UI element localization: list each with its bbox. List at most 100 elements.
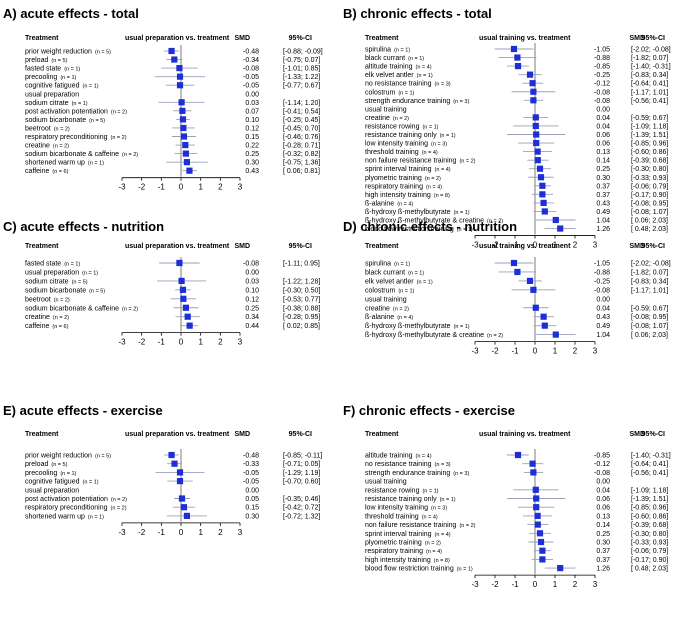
study-count: (n = 2) — [487, 333, 503, 339]
treatment-name: high intensity training — [365, 557, 431, 564]
treatment-name: precooling — [25, 74, 57, 81]
treatment-name: post activation potentiation — [25, 496, 108, 503]
header-treatment: Treatment — [365, 35, 399, 42]
forest-row: respiratory training (n = 4) 0.37 [-0.06; 0… — [365, 547, 668, 555]
smd-value: 0.10 — [245, 117, 259, 124]
smd-value: 0.25 — [596, 531, 610, 538]
study-count: (n = 1) — [82, 480, 98, 486]
treatment-label: creatine (n = 2) — [25, 314, 69, 321]
treatment-label: elk velvet antler (n = 1) — [365, 278, 433, 285]
treatment-name: plyometric training — [365, 175, 422, 182]
study-count: (n = 1) — [408, 270, 424, 276]
ci-value: [-0.75; 0.07] — [283, 57, 320, 64]
header-treatment: Treatment — [365, 431, 399, 438]
forest-row: spirulina (n = 1) -1.05 [-2.02; -0.08] — [365, 259, 671, 268]
ci-value: [-0.56; 0.41] — [631, 98, 668, 105]
treatment-name: sodium bicarbonate — [25, 287, 86, 294]
smd-marker — [182, 141, 189, 149]
treatment-name: spirulina — [365, 261, 391, 268]
treatment-label: no resistance training (n = 3) — [365, 81, 451, 88]
forest-row: strength endurance training (n = 3) -0.08 [… — [365, 97, 668, 105]
forest-row: cognitive fatigued (n = 1) -0.05 [-0.70; 0.… — [25, 478, 320, 486]
treatment-name: sodium citrate — [25, 278, 69, 285]
ci-value: [-0.88; -0.09] — [283, 49, 323, 56]
smd-value: -0.08 — [243, 261, 259, 268]
smd-value: -0.34 — [243, 57, 259, 64]
x-tick-label: -1 — [511, 580, 519, 589]
smd-marker — [176, 65, 183, 72]
x-tick-label: 2 — [218, 528, 223, 537]
forest-row: no resistance training (n = 3) -0.12 [-0.64… — [365, 460, 668, 468]
forest-row: usual training 0.00 — [365, 296, 610, 303]
smd-marker — [514, 451, 522, 459]
ci-value: [-2.02; -0.08] — [631, 47, 671, 54]
forest-row: beetroot (n = 2) 0.12 [-0.45; 0.70] — [25, 124, 320, 132]
smd-value: 0.15 — [245, 505, 259, 512]
treatment-name: creatine — [365, 305, 390, 312]
ci-value: [-0.46; 0.76] — [283, 134, 320, 141]
smd-value: 0.43 — [245, 168, 259, 175]
treatment-label: ß-hydroxy ß-methylbutyrate & creatine (n … — [365, 332, 503, 339]
ci-value: [-0.71; 0.05] — [283, 461, 320, 468]
header-comparison: usual preparation vs. treatment — [125, 243, 230, 250]
treatment-label: resistance rowing (n = 1) — [365, 487, 439, 494]
smd-marker — [552, 331, 559, 338]
treatment-name: blood flow restriction training — [365, 226, 454, 233]
treatment-name: usual training — [365, 106, 407, 113]
treatment-name: threshold training — [365, 149, 419, 156]
ci-value: [-0.39; 0.68] — [631, 158, 668, 165]
ci-value: [-0.83; 0.34] — [631, 278, 668, 285]
study-count: (n = 5) — [89, 118, 105, 124]
ci-value: [ 0.48; 2.03] — [631, 566, 668, 573]
smd-value: 0.12 — [245, 125, 259, 132]
header-treatment: Treatment — [25, 35, 59, 42]
smd-value: 0.00 — [245, 487, 259, 494]
treatment-label: fasted state (n = 1) — [25, 66, 80, 73]
smd-value: 0.37 — [596, 557, 610, 564]
ci-value: [-1.40; -0.31] — [631, 64, 671, 71]
smd-marker — [510, 259, 518, 267]
ci-value: [-0.17; 0.90] — [631, 192, 668, 199]
ci-value: [-1.01; 0.85] — [283, 66, 320, 73]
x-tick-label: 1 — [553, 580, 558, 589]
treatment-name: threshold training — [365, 513, 419, 520]
treatment-name: sodium citrate — [25, 100, 69, 107]
study-count: (n = 1) — [88, 161, 104, 167]
smd-value: 1.04 — [596, 218, 610, 225]
treatment-label: shortened warm up (n = 1) — [25, 513, 104, 520]
forest-row: shortened warm up (n = 1) 0.30 [-0.72; 1.32… — [25, 512, 320, 520]
smd-value: 0.34 — [245, 314, 259, 321]
treatment-label: beetroot (n = 2) — [25, 296, 70, 303]
study-count: (n = 1) — [72, 101, 88, 107]
treatment-name: usual preparation — [25, 91, 79, 98]
treatment-label: preload (n = 5) — [25, 57, 68, 64]
study-count: (n = 5) — [95, 50, 111, 56]
treatment-label: blood flow restriction training (n = 1) — [365, 566, 473, 573]
header-smd: SMD — [234, 243, 250, 250]
forest-row: precooling (n = 1) -0.05 [-1.33; 1.22] — [25, 73, 320, 81]
study-count: (n = 1) — [60, 75, 76, 81]
x-tick-label: 0 — [179, 528, 184, 537]
smd-value: 0.30 — [596, 175, 610, 182]
treatment-name: prior weight reduction — [25, 49, 92, 56]
treatment-label: ß-alanine (n = 4) — [365, 314, 413, 321]
ci-value: [-0.25; 0.45] — [283, 117, 320, 124]
study-count: (n = 2) — [111, 497, 127, 503]
study-count: (n = 1) — [394, 262, 410, 268]
smd-marker — [536, 165, 544, 172]
forest-row: blood flow restriction training (n = 1) 1.… — [365, 225, 668, 233]
ci-value: [-0.85; 0.96] — [631, 505, 668, 512]
forest-row: resistance rowing (n = 1) 0.04 [-1.09; 1.18… — [365, 122, 668, 130]
treatment-label: strength endurance training (n = 3) — [365, 470, 469, 477]
x-tick-label: -2 — [138, 183, 146, 192]
study-count: (n = 2) — [393, 116, 409, 122]
x-tick-label: -3 — [118, 528, 126, 537]
forest-row: high intensity training (n = 8) 0.37 [-0.17… — [365, 556, 668, 564]
smd-value: -0.05 — [243, 74, 259, 81]
smd-marker — [514, 63, 522, 70]
treatment-name: ß-hydroxy ß-methylbutyrate & creatine — [365, 332, 484, 339]
forest-row: usual training 0.00 — [365, 106, 610, 113]
x-tick-label: 1 — [553, 241, 558, 250]
smd-value: 0.03 — [245, 278, 259, 285]
treatment-name: fasted state — [25, 261, 61, 268]
